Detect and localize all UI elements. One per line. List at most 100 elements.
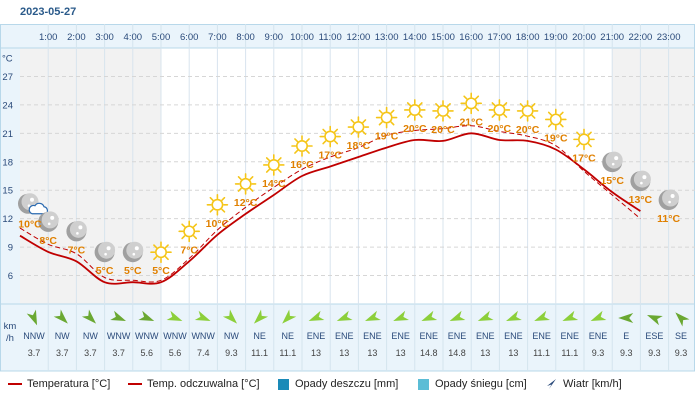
wind-arrow-shape [534, 310, 550, 322]
moon-highlight [662, 189, 680, 207]
moon-crater [50, 215, 55, 220]
temp-data-label: 8°C [39, 235, 57, 247]
wind-arrow-shape [222, 309, 238, 324]
wind-unit-km: km [4, 321, 17, 332]
moon-crater [134, 246, 139, 251]
sun-ray [294, 149, 299, 154]
wind-speed-label: 3.7 [84, 348, 97, 358]
sun-ray [463, 107, 468, 112]
hour-label: 19:00 [544, 32, 568, 43]
sun-disc [436, 104, 449, 117]
wind-speed-label: 9.3 [675, 348, 688, 358]
wind-arrow-icon [547, 379, 556, 389]
sun-ray [576, 131, 581, 136]
legend-snow-label: Opady śniegu [cm] [435, 378, 527, 390]
wind-arrow-icon [590, 310, 607, 322]
sun-ray [390, 121, 395, 126]
sun-ray [547, 123, 553, 128]
legend-feels-like: Temp. odczuwalna [°C] [128, 378, 260, 390]
moon-icon [122, 241, 144, 263]
sun-ray [237, 187, 242, 192]
hour-label: 20:00 [572, 32, 596, 43]
sun-disc [380, 111, 393, 124]
wind-arrow-shape [110, 310, 126, 322]
sun-disc [239, 177, 252, 190]
y-tick-label: 24 [2, 100, 13, 111]
wind-speed-label: 13 [367, 348, 377, 358]
sun-ray [435, 103, 440, 108]
sun-icon [178, 220, 200, 243]
sun-icon [375, 106, 398, 129]
sun-ray [192, 235, 198, 240]
temperature-swatch [8, 383, 22, 385]
wind-speed-label: 3.7 [112, 348, 125, 358]
temp-data-label: 19°C [544, 132, 568, 144]
sun-ray [265, 168, 271, 173]
sun-ray [322, 128, 327, 133]
wind-arrow-icon [282, 309, 297, 324]
sun-icon [234, 173, 257, 195]
sun-ray [406, 102, 412, 107]
wind-speed-label: 14.8 [448, 348, 466, 358]
moon-crater [614, 156, 619, 161]
wind-arrow-shape [590, 310, 607, 322]
moon-icon [66, 220, 87, 242]
sun-icon [573, 128, 595, 151]
sun-ray [277, 157, 282, 162]
hour-label: 5:00 [152, 32, 171, 43]
moon-highlight [69, 220, 87, 238]
hour-label: 23:00 [657, 32, 681, 43]
wind-arrow-shape [53, 309, 68, 324]
sun-ray [491, 113, 496, 118]
temp-data-label: 17°C [318, 150, 342, 162]
wind-arrow-icon [449, 310, 466, 322]
legend-temperature: Temperatura [°C] [8, 378, 110, 390]
sun-ray [503, 102, 508, 107]
wind-direction-label: ENE [363, 331, 382, 341]
wind-direction-label: SE [675, 331, 687, 341]
wind-arrow-shape [421, 310, 438, 322]
wind-direction-label: WNW [191, 331, 215, 341]
sun-ray [249, 176, 254, 181]
moon-icon [38, 211, 59, 232]
moon-highlight [633, 170, 651, 188]
moon-icon [94, 241, 116, 263]
hour-label: 9:00 [265, 32, 284, 43]
sun-ray [249, 187, 254, 192]
wind-arrow-icon [222, 309, 238, 324]
legend-feels-like-label: Temp. odczuwalna [°C] [147, 378, 260, 390]
legend-rain: Opady deszczu [mm] [278, 378, 398, 390]
sun-disc [324, 130, 337, 143]
wind-arrow-icon [562, 310, 579, 322]
wind-speed-label: 7.4 [197, 348, 210, 358]
wind-arrow-icon [675, 312, 690, 327]
wind-speed-label: 11.1 [561, 348, 578, 358]
sun-ray [519, 114, 524, 119]
sun-ray [181, 223, 186, 228]
wind-arrow-icon [194, 310, 211, 322]
sun-ray [350, 130, 355, 135]
hour-header-bg [0, 24, 695, 48]
temp-data-label: 21°C [459, 116, 483, 128]
temp-data-label: 20°C [516, 124, 540, 136]
wind-arrow-icon [308, 310, 325, 322]
wind-speed-label: 9.3 [620, 348, 633, 358]
sun-disc [295, 140, 308, 153]
sun-ray [547, 111, 553, 116]
sun-icon [347, 116, 370, 138]
sun-icon [206, 193, 229, 216]
wind-arrow-icon [81, 309, 97, 324]
wind-arrow-icon [110, 310, 126, 322]
wind-arrow-icon [421, 310, 438, 322]
legend-wind-label: Wiatr [km/h] [563, 378, 622, 390]
wind-speed-label: 3.7 [56, 348, 69, 358]
wind-arrow-shape [26, 309, 38, 326]
moon-highlight [126, 241, 144, 259]
sun-icon [460, 92, 483, 115]
sun-ray [559, 123, 564, 128]
sun-ray [322, 140, 327, 145]
hour-label: 18:00 [516, 32, 540, 43]
y-tick-label: 18 [2, 157, 13, 168]
moon-cloud-icon [18, 193, 48, 215]
feels-like-swatch [128, 383, 142, 385]
